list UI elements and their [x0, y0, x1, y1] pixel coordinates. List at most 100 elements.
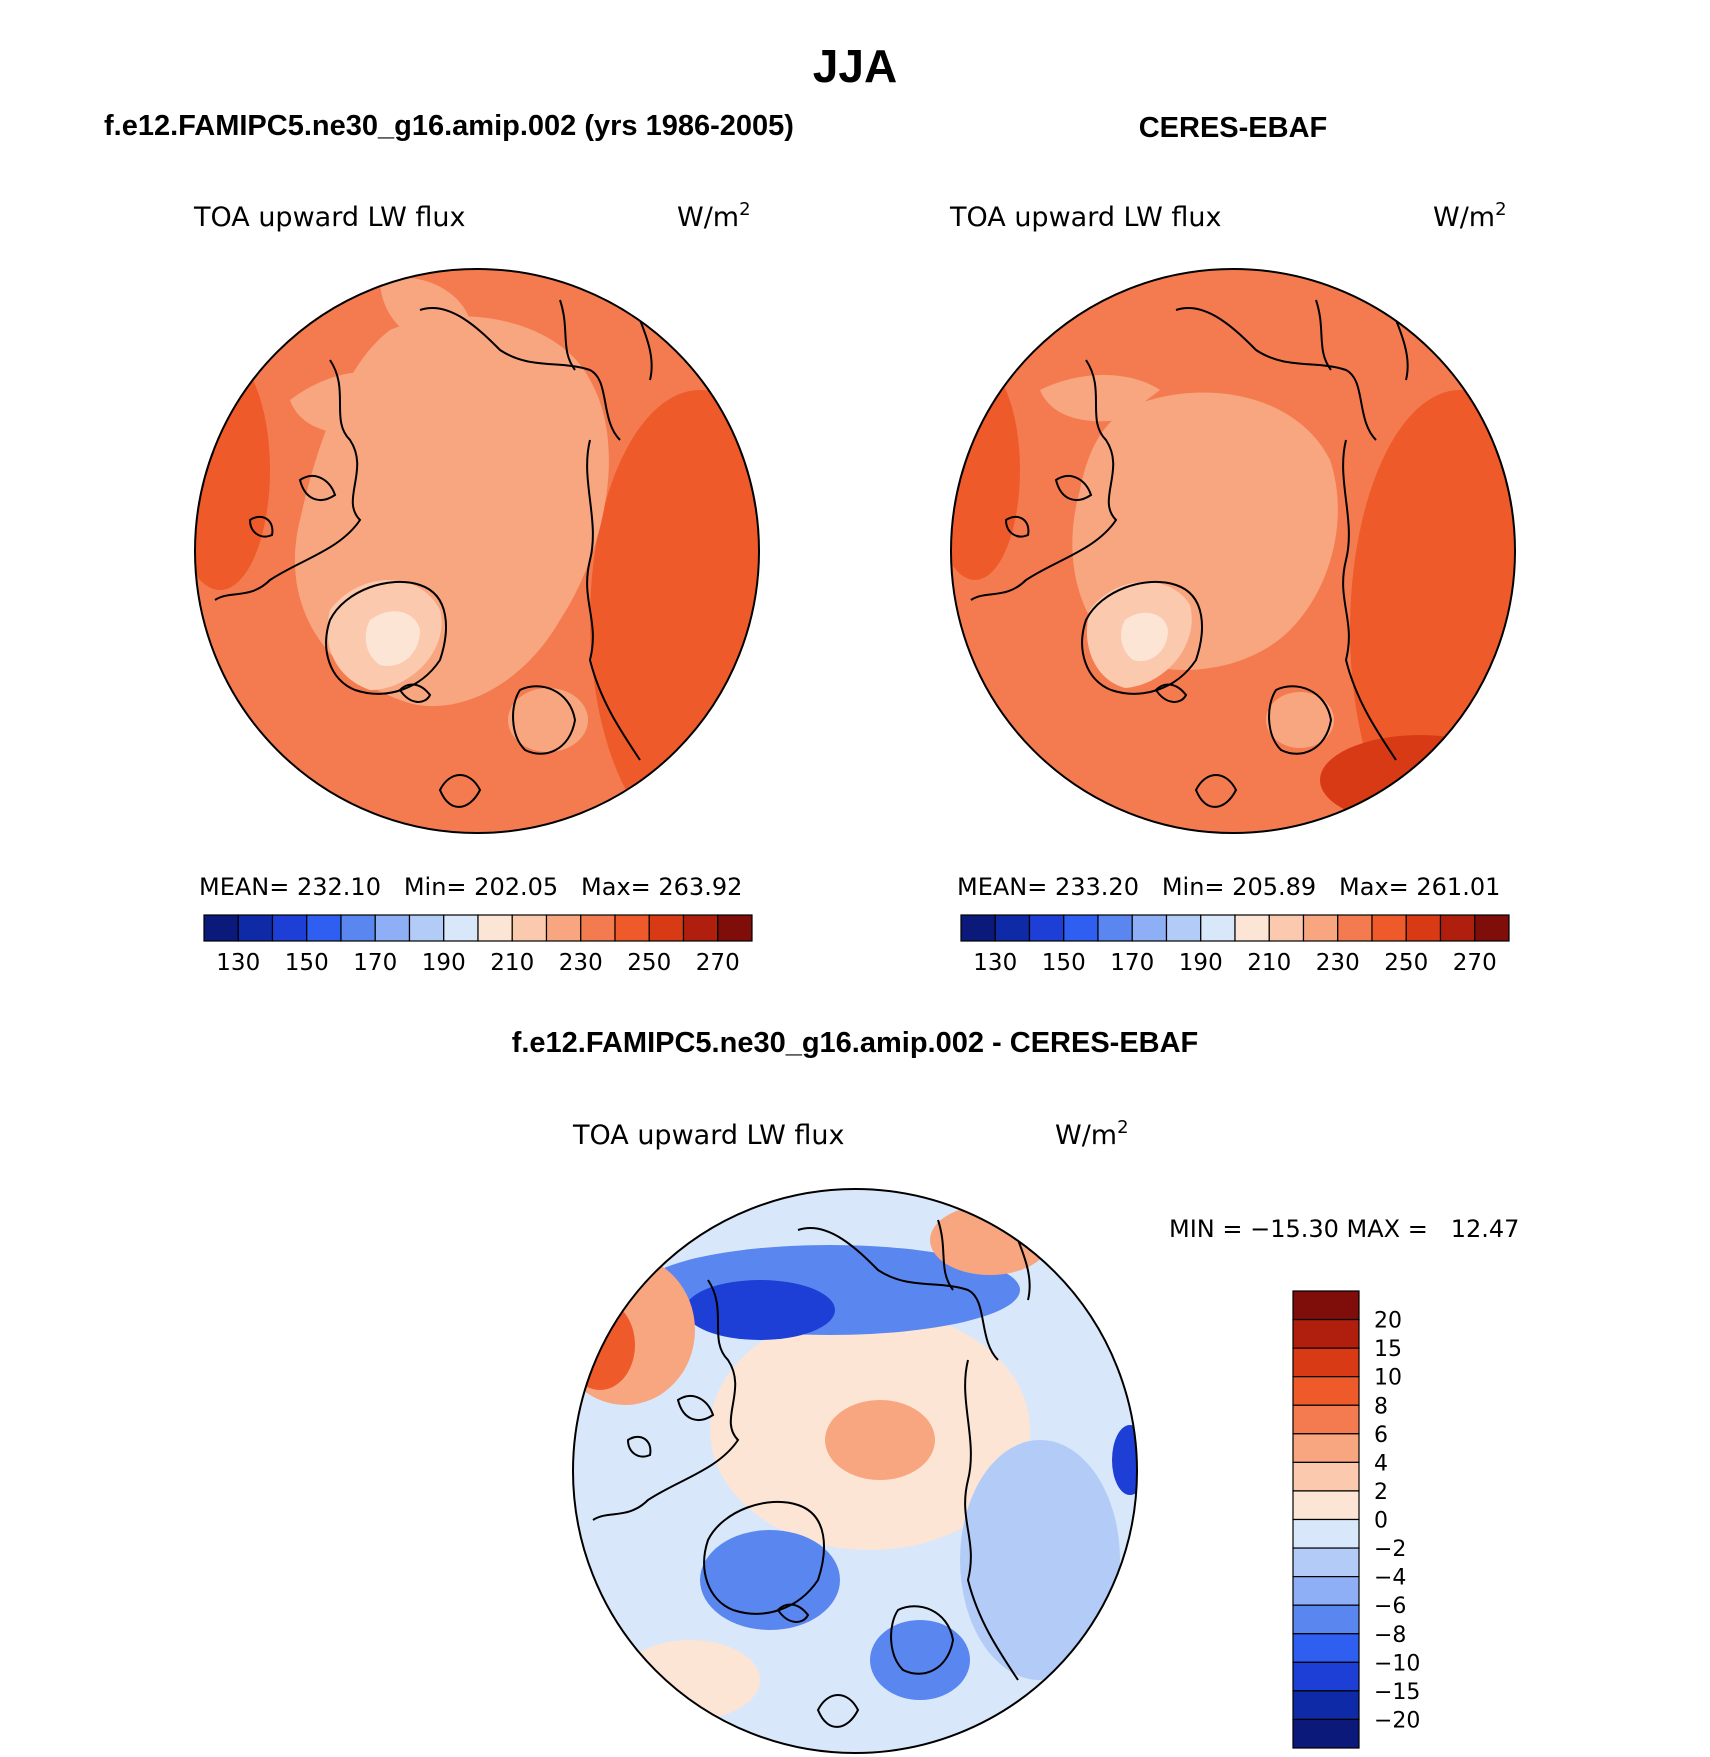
colorbar-swatch — [443, 914, 479, 942]
map-diff-region-cold-edge — [1112, 1425, 1137, 1495]
map-diff — [572, 1188, 1138, 1754]
colorbar-swatch — [374, 914, 411, 942]
colorbar-tick-label: 210 — [1247, 950, 1291, 976]
panel-obs-variable: TOA upward LW flux — [949, 202, 1222, 233]
colorbar-swatch — [1097, 914, 1133, 942]
colorbar-swatch — [477, 914, 513, 942]
panel-model-units: W/m2 — [677, 199, 751, 233]
colorbar-tick-label: −4 — [1374, 1566, 1406, 1591]
colorbar-swatch — [1028, 914, 1065, 942]
map-diff-region-warm-south — [620, 1640, 760, 1720]
map-diff-coastlines — [592, 1219, 1031, 1728]
panel-diff-stats: MIN = −15.30 MAX = 12.47 — [1169, 1215, 1519, 1243]
colorbar-tick-label: 230 — [559, 950, 603, 976]
colorbar-swatch — [203, 914, 239, 942]
colorbar-swatch — [1292, 1576, 1360, 1606]
colorbar-tick-label: 15 — [1374, 1337, 1402, 1362]
panel-obs-stats: MEAN= 233.20 Min= 205.89 Max= 261.01 — [957, 873, 1500, 901]
colorbar-swatch — [1337, 914, 1373, 942]
colorbar-swatch — [511, 914, 548, 942]
colorbar-swatch — [1200, 914, 1236, 942]
panel-diff-title: f.e12.FAMIPC5.ne30_g16.amip.002 - CERES-… — [512, 1027, 1199, 1059]
colorbar-swatch — [1292, 1490, 1360, 1521]
colorbar-tick-label: 0 — [1374, 1509, 1388, 1534]
panel-diff-units-sup: 2 — [1117, 1117, 1128, 1138]
panel-diff: f.e12.FAMIPC5.ne30_g16.amip.002 - CERES-… — [512, 1027, 1519, 1754]
colorbar-swatch — [408, 914, 445, 942]
colorbar-tick-label: 130 — [973, 950, 1017, 976]
colorbar-tick-label: 170 — [1110, 950, 1154, 976]
map-obs-frame — [950, 268, 1516, 834]
map-obs-region-south — [1320, 735, 1515, 825]
colorbar-tick-label: −20 — [1374, 1708, 1420, 1733]
colorbar-swatch — [237, 914, 274, 942]
colorbar-swatch — [1292, 1604, 1360, 1635]
panel-diff-variable: TOA upward LW flux — [572, 1120, 845, 1151]
map-diff-region-warm-northeast — [930, 1205, 1050, 1275]
colorbar-swatch — [1371, 914, 1407, 942]
colorbar-swatch — [1439, 914, 1476, 942]
map-obs-coastlines — [970, 299, 1409, 808]
colorbar-swatch — [1063, 914, 1099, 942]
colorbar-swatch — [1292, 1661, 1360, 1692]
map-diff-frame — [572, 1188, 1138, 1754]
colorbar-swatch — [1131, 914, 1168, 942]
map-obs-region-scandinavia — [1266, 692, 1334, 748]
colorbar-tick-label: −15 — [1374, 1680, 1420, 1705]
colorbar-swatch — [1292, 1690, 1360, 1721]
colorbar-swatch — [1292, 1461, 1360, 1492]
map-model-region-east — [590, 390, 759, 833]
panel-model: f.e12.FAMIPC5.ne30_g16.amip.002 (yrs 198… — [104, 110, 794, 976]
map-obs — [950, 268, 1516, 834]
colorbar-tick-label: 10 — [1374, 1366, 1402, 1391]
colorbar-swatch — [1292, 1718, 1360, 1749]
colorbar-tick-label: 190 — [422, 950, 466, 976]
colorbar-tick-label: 130 — [216, 950, 260, 976]
colorbar-swatch — [1474, 914, 1510, 942]
map-model-region-scandinavia — [508, 688, 588, 752]
colorbar-model: 130 150 170 190 210 230 250 270 — [203, 914, 753, 976]
map-model-region-siberia — [290, 371, 420, 434]
colorbar-swatch — [1292, 1318, 1360, 1349]
colorbar-tick-label: 250 — [627, 950, 671, 976]
panel-obs-units-sup: 2 — [1495, 199, 1506, 220]
colorbar-tick-label: 6 — [1374, 1423, 1388, 1448]
colorbar-tick-label: −8 — [1374, 1623, 1406, 1648]
colorbar-tick-label: 190 — [1179, 950, 1223, 976]
panel-model-title: f.e12.FAMIPC5.ne30_g16.amip.002 (yrs 198… — [104, 110, 794, 142]
colorbar-swatch — [1292, 1404, 1360, 1435]
colorbar-tick-label: 4 — [1374, 1451, 1388, 1476]
colorbar-swatch — [545, 914, 582, 942]
colorbar-tick-label: 150 — [1042, 950, 1086, 976]
colorbar-swatch — [271, 914, 308, 942]
colorbar-tick-label: 250 — [1384, 950, 1428, 976]
map-model-coastlines — [214, 299, 653, 808]
map-obs-region-east — [1350, 390, 1515, 833]
colorbar-tick-label: 150 — [285, 950, 329, 976]
colorbar-swatch — [1292, 1633, 1360, 1663]
colorbar-swatch — [1405, 914, 1442, 942]
map-diff-region-cool-greenland — [700, 1530, 840, 1630]
map-diff-region-warm-center-core — [825, 1400, 935, 1480]
panel-model-stats: MEAN= 232.10 Min= 202.05 Max= 263.92 — [199, 873, 742, 901]
map-model-region-west — [195, 350, 270, 590]
panel-model-units-sup: 2 — [739, 199, 750, 220]
colorbar-swatch — [682, 914, 719, 942]
colorbar-swatch — [306, 914, 342, 942]
panel-obs-units: W/m2 — [1433, 199, 1507, 233]
colorbar-tick-label: 230 — [1316, 950, 1360, 976]
panel-model-variable: TOA upward LW flux — [193, 202, 466, 233]
map-obs-region-siberia — [1040, 375, 1160, 422]
figure-title: JJA — [813, 40, 897, 92]
map-obs-region-greenland-core — [1121, 612, 1168, 662]
colorbar-swatch — [580, 914, 616, 942]
colorbar-tick-label: −6 — [1374, 1594, 1406, 1619]
colorbar-swatch — [648, 914, 685, 942]
map-diff-region-cool-east — [960, 1440, 1120, 1680]
colorbar-swatch — [960, 914, 996, 942]
colorbar-tick-label: 20 — [1374, 1309, 1402, 1334]
panel-obs: CERES-EBAF TOA upward LW flux W/m2 — [949, 112, 1516, 976]
colorbar-swatch — [1292, 1547, 1360, 1578]
colorbar-swatch — [1292, 1433, 1360, 1463]
